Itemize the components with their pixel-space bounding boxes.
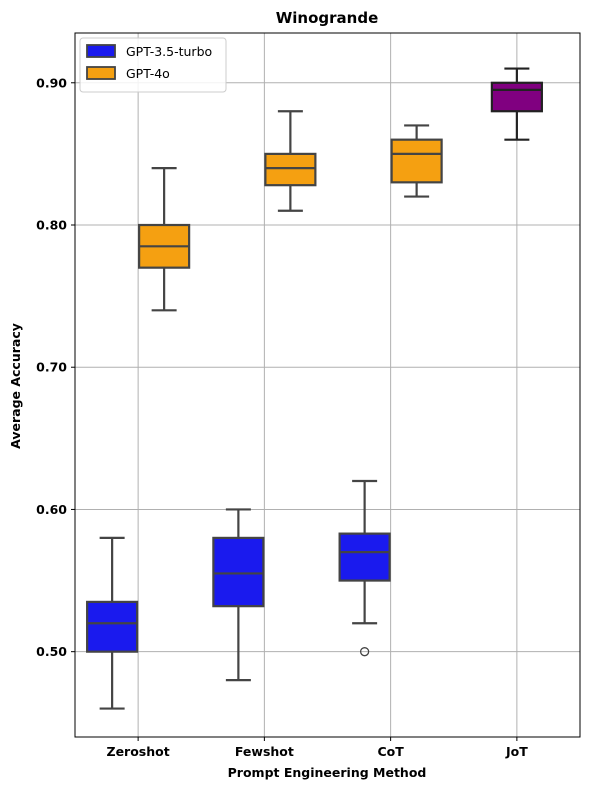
y-tick-label: 0.70 <box>36 360 67 375</box>
y-tick-label: 0.50 <box>36 644 67 659</box>
box-iqr <box>490 81 543 113</box>
box-zeroshot-0 <box>86 536 139 710</box>
box-fewshot-1 <box>264 110 317 212</box>
plot-frame <box>74 32 581 738</box>
box-iqr <box>264 152 317 187</box>
legend-swatch <box>86 66 116 80</box>
box-zeroshot-1 <box>138 167 191 312</box>
x-tick-label: Fewshot <box>235 744 294 759</box>
box-iqr <box>390 138 443 184</box>
y-tick-label: 0.90 <box>36 75 67 90</box>
legend-frame <box>79 37 227 93</box>
x-tick-label: Zeroshot <box>107 744 170 759</box>
x-tick-label: JoT <box>505 744 528 759</box>
outlier-point <box>359 647 370 657</box>
boxes <box>86 67 543 710</box>
box-fewshot-0 <box>212 508 265 682</box>
x-tick-label: CoT <box>377 744 404 759</box>
y-tick-label: 0.60 <box>36 502 67 517</box>
y-axis-label: Average Accuracy <box>8 323 23 449</box>
legend-label: GPT-3.5-turbo <box>126 44 212 59</box>
box-iqr <box>86 600 139 653</box>
legend-swatch <box>86 44 116 58</box>
x-axis-label: Prompt Engineering Method <box>228 765 427 780</box>
box-iqr <box>338 532 391 582</box>
legend-label: GPT-4o <box>126 66 170 81</box>
legend: GPT-3.5-turbo GPT-4o <box>79 37 227 93</box>
chart-title: Winogrande <box>276 9 379 27</box>
box-iqr <box>212 536 265 608</box>
y-tick-label: 0.80 <box>36 218 67 233</box>
box-jot-2 <box>490 67 543 141</box>
box-cot-1 <box>390 124 443 198</box>
y-axis-ticks: 0.50 0.60 0.70 0.80 0.90 <box>36 75 75 659</box>
box-cot-0 <box>338 479 391 657</box>
x-axis-ticks: Zeroshot Fewshot CoT JoT <box>107 737 528 759</box>
